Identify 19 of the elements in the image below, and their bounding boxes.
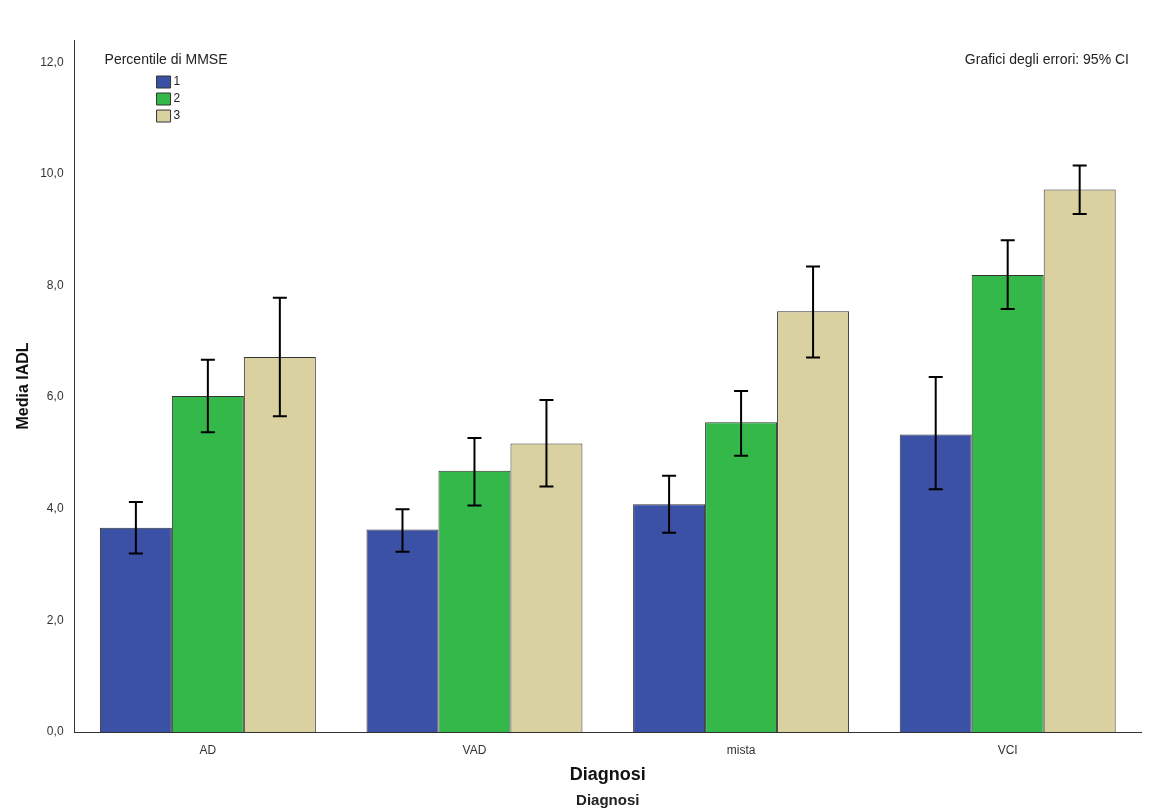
x-tick-label: VCI	[997, 742, 1018, 757]
y-tick-label: 2,0	[46, 612, 64, 627]
legend-title: Percentile di MMSE	[104, 50, 228, 67]
y-tick-label: 8,0	[46, 277, 64, 292]
x-axis-title: Diagnosi	[569, 764, 646, 785]
annotation: Grafici degli errori: 95% CI	[964, 50, 1129, 67]
legend-label: 3	[173, 108, 181, 123]
y-tick-label: 4,0	[46, 501, 64, 516]
y-tick-label: 12,0	[40, 54, 64, 69]
y-tick-label: 0,0	[46, 724, 64, 739]
y-tick-label: 10,0	[40, 166, 64, 181]
y-axis-title: Media IADL	[14, 342, 32, 430]
x-tick-label: VAD	[462, 742, 487, 757]
legend-label: 2	[173, 91, 181, 106]
x-tick-label: mista	[726, 742, 756, 757]
text: Diagnosi	[576, 790, 640, 808]
x-tick-label: AD	[199, 742, 217, 757]
y-tick-label: 6,0	[46, 389, 64, 404]
legend-label: 1	[173, 74, 181, 89]
